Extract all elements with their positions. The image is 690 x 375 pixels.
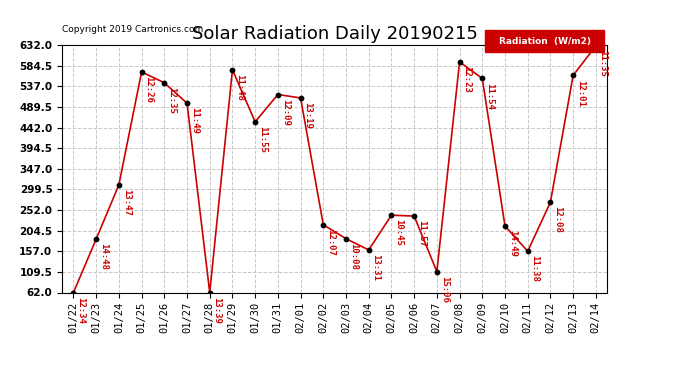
Point [500, 223, 511, 229]
Text: 12:08: 12:08 [553, 206, 562, 233]
Text: 12:34: 12:34 [76, 297, 86, 324]
Point [568, 72, 579, 78]
Point [340, 236, 351, 242]
Point [113, 182, 124, 188]
Text: 12:26: 12:26 [144, 76, 153, 103]
Point [477, 75, 488, 81]
Text: 12:09: 12:09 [281, 99, 290, 126]
Point [408, 213, 420, 219]
Text: 12:01: 12:01 [576, 80, 585, 106]
Text: 13:39: 13:39 [213, 297, 221, 324]
Point [159, 80, 170, 86]
Title: Solar Radiation Daily 20190215: Solar Radiation Daily 20190215 [192, 26, 477, 44]
Point [318, 222, 329, 228]
Text: 11:48: 11:48 [235, 74, 244, 101]
Point [591, 43, 602, 49]
Text: 13:19: 13:19 [304, 102, 313, 129]
Point [431, 268, 442, 274]
Point [295, 95, 306, 101]
Point [181, 100, 193, 106]
Text: 12:07: 12:07 [326, 229, 335, 256]
Text: Radiation  (W/m2): Radiation (W/m2) [498, 37, 591, 46]
Point [136, 69, 147, 75]
Point [68, 290, 79, 296]
Point [386, 212, 397, 218]
Text: 11:54: 11:54 [485, 82, 494, 110]
Text: Copyright 2019 Cartronics.com: Copyright 2019 Cartronics.com [62, 25, 204, 34]
Text: 11:35: 11:35 [599, 50, 608, 77]
Point [363, 247, 374, 253]
Point [545, 199, 556, 205]
Text: 11:57: 11:57 [417, 220, 426, 247]
Point [522, 248, 533, 254]
Text: 11:49: 11:49 [190, 107, 199, 134]
Point [204, 290, 215, 296]
Text: 13:47: 13:47 [121, 189, 130, 216]
Text: 12:23: 12:23 [462, 66, 471, 93]
Text: 10:08: 10:08 [348, 243, 358, 270]
Text: 13:31: 13:31 [371, 254, 380, 281]
Text: 11:55: 11:55 [258, 126, 267, 153]
Text: 10:45: 10:45 [394, 219, 403, 246]
Point [273, 92, 284, 98]
Text: 14:48: 14:48 [99, 243, 108, 270]
Text: 15:06: 15:06 [440, 276, 449, 303]
Text: 14:49: 14:49 [508, 230, 517, 257]
Point [227, 67, 238, 73]
Text: 12:35: 12:35 [167, 87, 176, 114]
Point [454, 59, 465, 65]
FancyBboxPatch shape [484, 30, 604, 52]
Text: 11:38: 11:38 [531, 255, 540, 282]
Point [250, 119, 261, 125]
Point [90, 236, 101, 242]
